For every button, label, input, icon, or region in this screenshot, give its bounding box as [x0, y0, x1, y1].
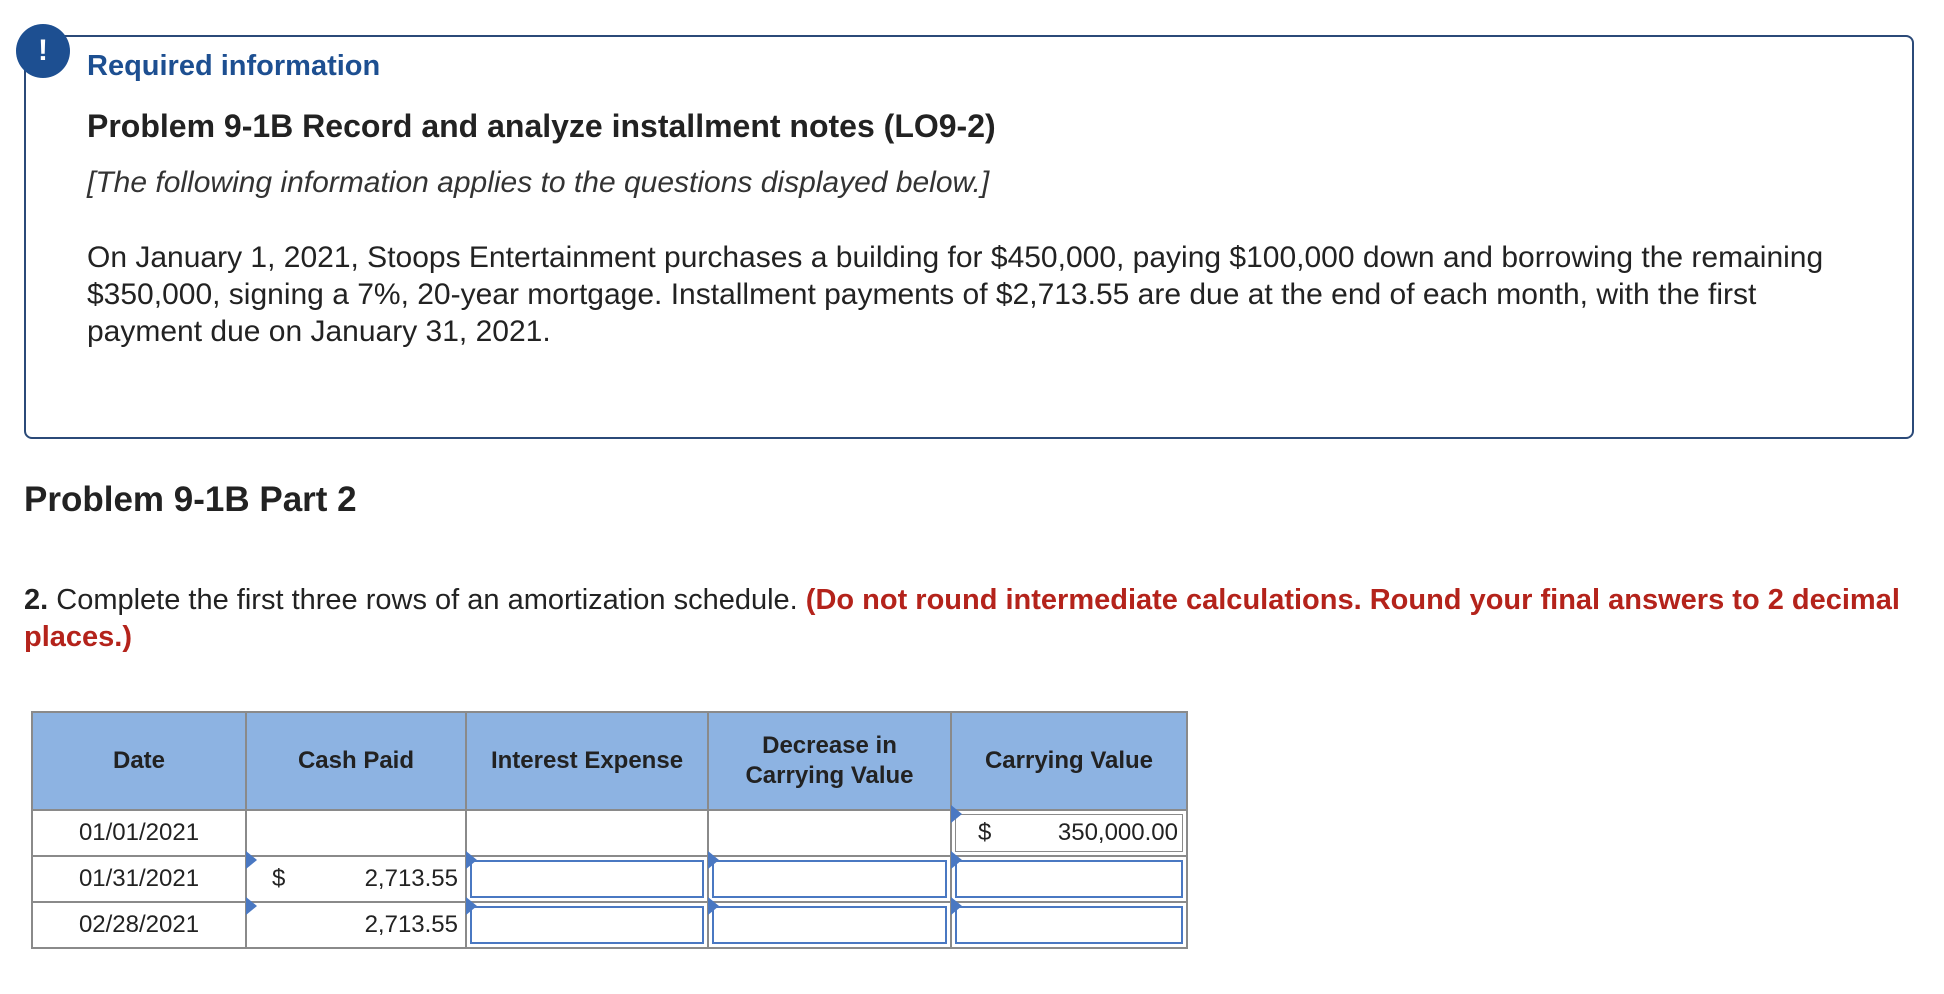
carrying-value-display: $ 350,000.00 — [955, 814, 1183, 852]
date-cell: 02/28/2021 — [31, 901, 247, 949]
cash-paid-cell-empty — [245, 809, 467, 857]
question-text: 2. Complete the first three rows of an a… — [24, 582, 1924, 656]
required-information-box — [24, 35, 1914, 439]
interest-expense-input[interactable] — [470, 860, 704, 898]
table-row: 01/31/2021 $ 2,713.55 — [31, 851, 1188, 903]
cash-paid-amount: 2,713.55 — [364, 911, 458, 938]
required-information-heading: Required information — [87, 50, 381, 82]
header-decrease-line2: Carrying Value — [745, 762, 914, 789]
info-note: [The following information applies to th… — [87, 166, 990, 199]
question-number: 2. — [24, 584, 49, 616]
decrease-carrying-value-input[interactable] — [712, 906, 947, 944]
cell-marker-icon — [951, 897, 962, 915]
amortization-table: Date Cash Paid Interest Expense Decrease… — [31, 711, 1188, 949]
cash-paid-amount: 2,713.55 — [364, 865, 458, 892]
cell-marker-icon — [708, 897, 719, 915]
problem-description: On January 1, 2021, Stoops Entertainment… — [87, 241, 1824, 348]
alert-icon: ! — [16, 24, 70, 78]
header-decrease-carrying-value: Decrease in Carrying Value — [707, 711, 952, 811]
cash-paid-display: $ 2,713.55 — [250, 860, 462, 898]
question-instruction: (Do not round intermediate calculations.… — [24, 584, 1900, 653]
alert-symbol: ! — [38, 34, 48, 67]
table-row: 02/28/2021 2,713.55 — [31, 897, 1188, 949]
table-header-row: Date Cash Paid Interest Expense Decrease… — [31, 711, 1188, 811]
header-interest-expense: Interest Expense — [465, 711, 709, 811]
carrying-value-input[interactable] — [955, 860, 1183, 898]
decrease-cell-empty — [707, 809, 952, 857]
interest-expense-cell — [465, 897, 709, 949]
dollar-sign: $ — [272, 865, 286, 892]
interest-expense-cell — [465, 851, 709, 903]
cell-marker-icon — [951, 805, 962, 823]
date-cell: 01/01/2021 — [31, 809, 247, 857]
date-cell: 01/31/2021 — [31, 855, 247, 903]
problem-title: Problem 9-1B Record and analyze installm… — [87, 108, 996, 144]
cell-marker-icon — [246, 851, 257, 869]
carrying-value-input[interactable] — [955, 906, 1183, 944]
carrying-value-cell: $ 350,000.00 — [950, 805, 1188, 857]
question-prompt: Complete the first three rows of an amor… — [56, 584, 798, 616]
part-title: Problem 9-1B Part 2 — [24, 480, 357, 519]
carrying-value-cell — [950, 897, 1188, 949]
cell-marker-icon — [466, 851, 477, 869]
cell-marker-icon — [466, 897, 477, 915]
cell-marker-icon — [951, 851, 962, 869]
decrease-cell — [707, 897, 952, 949]
decrease-cell — [707, 851, 952, 903]
interest-expense-input[interactable] — [470, 906, 704, 944]
table-row: 01/01/2021 $ 350,000.00 — [31, 805, 1188, 857]
decrease-carrying-value-input[interactable] — [712, 860, 947, 898]
cash-paid-cell: $ 2,713.55 — [245, 851, 467, 903]
cash-paid-cell: 2,713.55 — [245, 897, 467, 949]
dollar-sign: $ — [978, 819, 992, 846]
cell-marker-icon — [246, 897, 257, 915]
carrying-value-cell — [950, 851, 1188, 903]
cell-marker-icon — [708, 851, 719, 869]
header-cash-paid: Cash Paid — [245, 711, 467, 811]
header-decrease-line1: Decrease in — [762, 732, 897, 759]
carrying-value-amount: 350,000.00 — [1057, 819, 1178, 846]
header-date: Date — [31, 711, 247, 811]
interest-expense-cell-empty — [465, 809, 709, 857]
header-carrying-value: Carrying Value — [950, 711, 1188, 811]
cash-paid-display: 2,713.55 — [250, 906, 462, 944]
